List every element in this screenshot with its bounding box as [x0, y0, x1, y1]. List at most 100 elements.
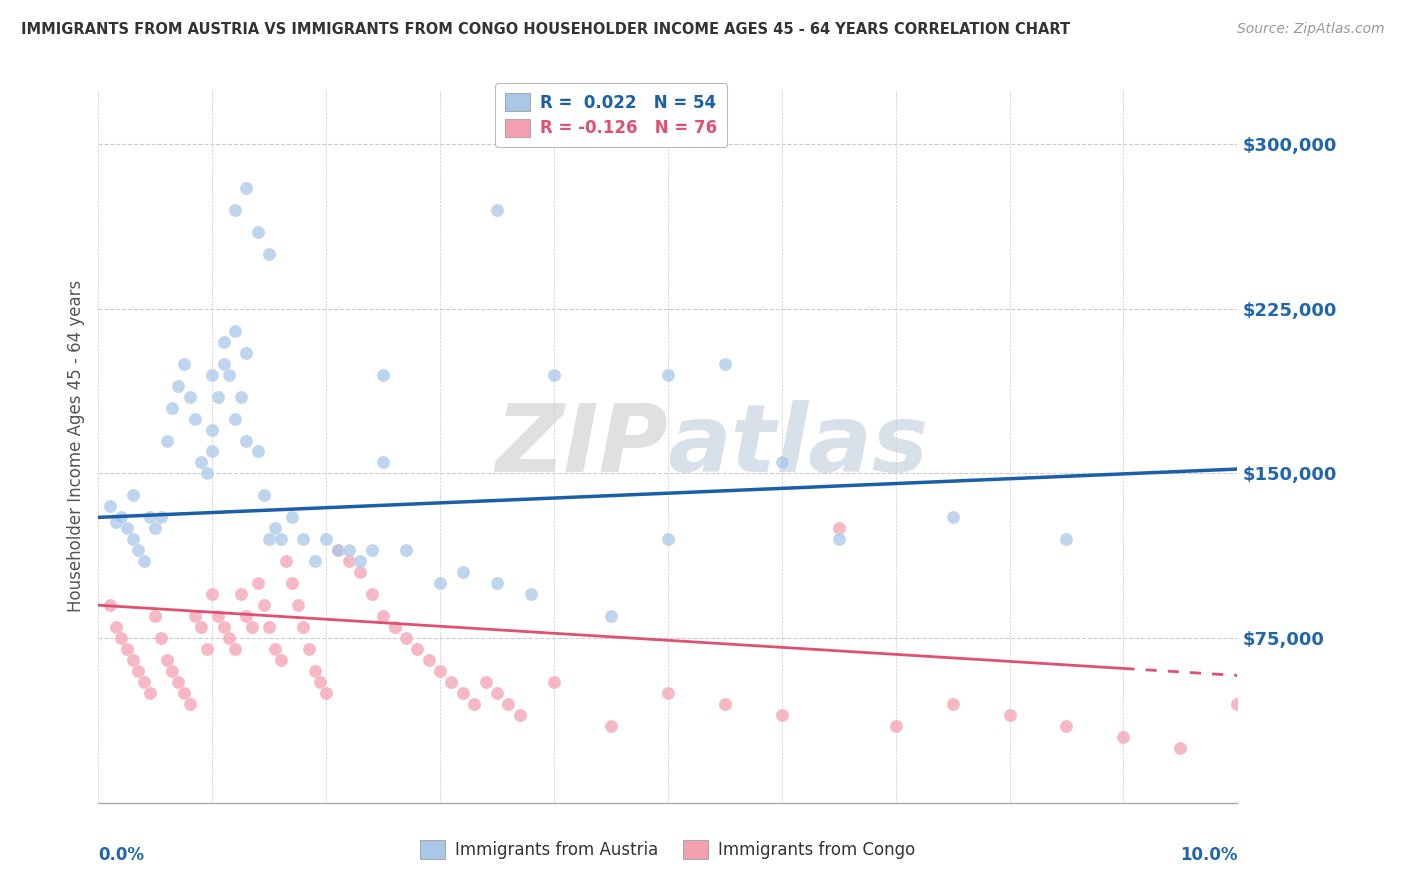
- Point: [184, 609, 207, 624]
- Point: [486, 686, 509, 700]
- Point: [207, 609, 229, 624]
- Point: [1284, 708, 1306, 723]
- Point: [218, 631, 240, 645]
- Point: [115, 642, 138, 657]
- Point: [173, 357, 195, 371]
- Point: [406, 642, 429, 657]
- Point: [229, 390, 252, 404]
- Point: [326, 543, 349, 558]
- Point: [395, 543, 418, 558]
- Point: [201, 368, 224, 382]
- Point: [195, 467, 218, 481]
- Point: [304, 554, 326, 568]
- Point: [828, 521, 851, 535]
- Point: [486, 576, 509, 591]
- Point: [179, 697, 201, 711]
- Point: [98, 598, 121, 612]
- Point: [156, 653, 179, 667]
- Point: [224, 411, 246, 425]
- Point: [246, 444, 269, 458]
- Point: [270, 533, 292, 547]
- Point: [520, 587, 543, 601]
- Point: [309, 675, 332, 690]
- Point: [1398, 730, 1406, 744]
- Point: [292, 620, 315, 634]
- Point: [451, 686, 474, 700]
- Point: [884, 719, 907, 733]
- Point: [121, 533, 143, 547]
- Point: [714, 697, 737, 711]
- Point: [474, 675, 496, 690]
- Point: [360, 543, 382, 558]
- Point: [167, 675, 190, 690]
- Point: [326, 543, 349, 558]
- Y-axis label: Householder Income Ages 45 - 64 years: Householder Income Ages 45 - 64 years: [66, 280, 84, 612]
- Point: [184, 411, 207, 425]
- Point: [145, 609, 167, 624]
- Point: [281, 510, 304, 524]
- Point: [104, 620, 127, 634]
- Point: [162, 664, 184, 678]
- Point: [451, 566, 474, 580]
- Point: [145, 521, 167, 535]
- Point: [162, 401, 184, 415]
- Point: [440, 675, 463, 690]
- Point: [132, 675, 155, 690]
- Point: [371, 609, 394, 624]
- Point: [1112, 730, 1135, 744]
- Point: [498, 697, 520, 711]
- Point: [429, 664, 451, 678]
- Point: [509, 708, 531, 723]
- Point: [337, 554, 360, 568]
- Text: atlas: atlas: [668, 400, 929, 492]
- Point: [127, 664, 149, 678]
- Point: [657, 686, 679, 700]
- Point: [173, 686, 195, 700]
- Point: [1226, 697, 1249, 711]
- Point: [270, 653, 292, 667]
- Point: [770, 455, 793, 469]
- Point: [543, 675, 565, 690]
- Point: [138, 510, 160, 524]
- Point: [349, 566, 371, 580]
- Point: [212, 334, 235, 349]
- Point: [190, 455, 212, 469]
- Point: [429, 576, 451, 591]
- Point: [384, 620, 406, 634]
- Point: [201, 423, 224, 437]
- Point: [235, 609, 257, 624]
- Point: [315, 686, 337, 700]
- Point: [600, 719, 623, 733]
- Point: [657, 533, 679, 547]
- Text: 10.0%: 10.0%: [1180, 846, 1237, 863]
- Point: [179, 390, 201, 404]
- Point: [298, 642, 321, 657]
- Point: [150, 510, 173, 524]
- Point: [224, 202, 246, 217]
- Point: [190, 620, 212, 634]
- Point: [371, 455, 394, 469]
- Legend: Immigrants from Austria, Immigrants from Congo: Immigrants from Austria, Immigrants from…: [413, 834, 922, 866]
- Point: [600, 609, 623, 624]
- Point: [110, 510, 132, 524]
- Point: [287, 598, 309, 612]
- Point: [292, 533, 315, 547]
- Text: 0.0%: 0.0%: [98, 846, 145, 863]
- Point: [212, 357, 235, 371]
- Point: [276, 554, 298, 568]
- Point: [371, 368, 394, 382]
- Point: [167, 378, 190, 392]
- Point: [942, 510, 965, 524]
- Point: [224, 642, 246, 657]
- Point: [252, 488, 274, 502]
- Point: [150, 631, 173, 645]
- Point: [463, 697, 485, 711]
- Point: [395, 631, 418, 645]
- Point: [337, 543, 360, 558]
- Point: [229, 587, 252, 601]
- Point: [657, 368, 679, 382]
- Point: [156, 434, 179, 448]
- Point: [195, 642, 218, 657]
- Point: [240, 620, 263, 634]
- Point: [259, 533, 281, 547]
